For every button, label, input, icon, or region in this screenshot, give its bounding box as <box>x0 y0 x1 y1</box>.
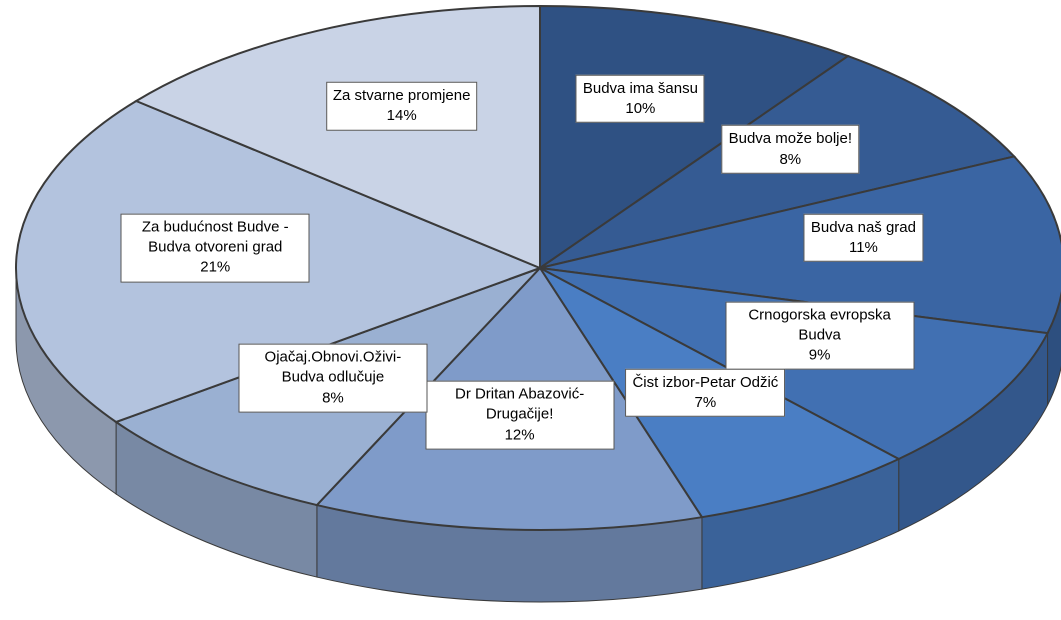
value-label: 9% <box>808 346 831 364</box>
category-label: Budva naš grad <box>810 218 916 236</box>
category-label: Čist izbor-Petar Odžić <box>632 373 779 391</box>
category-label: Dr Dritan Abazović-Drugačije! <box>454 385 585 423</box>
value-label: 21% <box>200 259 231 277</box>
value-label: 11% <box>848 238 878 256</box>
data-label: Za stvarne promjene 14% <box>325 81 478 131</box>
data-label: Dr Dritan Abazović-Drugačije! 12% <box>425 380 615 450</box>
value-label: 8% <box>779 150 802 168</box>
data-label: Crnogorska evropska Budva 9% <box>725 301 915 371</box>
value-label: 7% <box>694 393 717 411</box>
category-label: Za stvarne promjene <box>332 86 471 104</box>
category-label: Crnogorska evropska Budva <box>748 306 891 344</box>
value-label: 14% <box>386 107 417 125</box>
data-label: Budva može bolje! 8% <box>721 125 860 174</box>
data-label: Ojačaj.Obnovi.Oživi-Budva odlučuje 8% <box>238 343 428 413</box>
data-label: Za budućnost Budve - Budva otvoreni grad… <box>120 213 310 283</box>
value-label: 12% <box>504 426 535 444</box>
category-label: Budva može bolje! <box>728 130 853 148</box>
data-label: Budva ima šansu 10% <box>575 74 705 123</box>
value-label: 8% <box>322 389 344 407</box>
category-label: Ojačaj.Obnovi.Oživi-Budva odlučuje <box>264 348 402 387</box>
category-label: Budva ima šansu <box>582 79 698 97</box>
slice <box>539 155 1061 335</box>
value-label: 10% <box>625 99 656 117</box>
category-label: Za budućnost Budve - Budva otvoreni grad <box>141 218 289 256</box>
slice <box>134 4 541 270</box>
slice <box>539 4 851 270</box>
data-label: Čist izbor-Petar Odžić 7% <box>625 368 786 418</box>
data-label: Budva naš grad 11% <box>803 213 923 262</box>
